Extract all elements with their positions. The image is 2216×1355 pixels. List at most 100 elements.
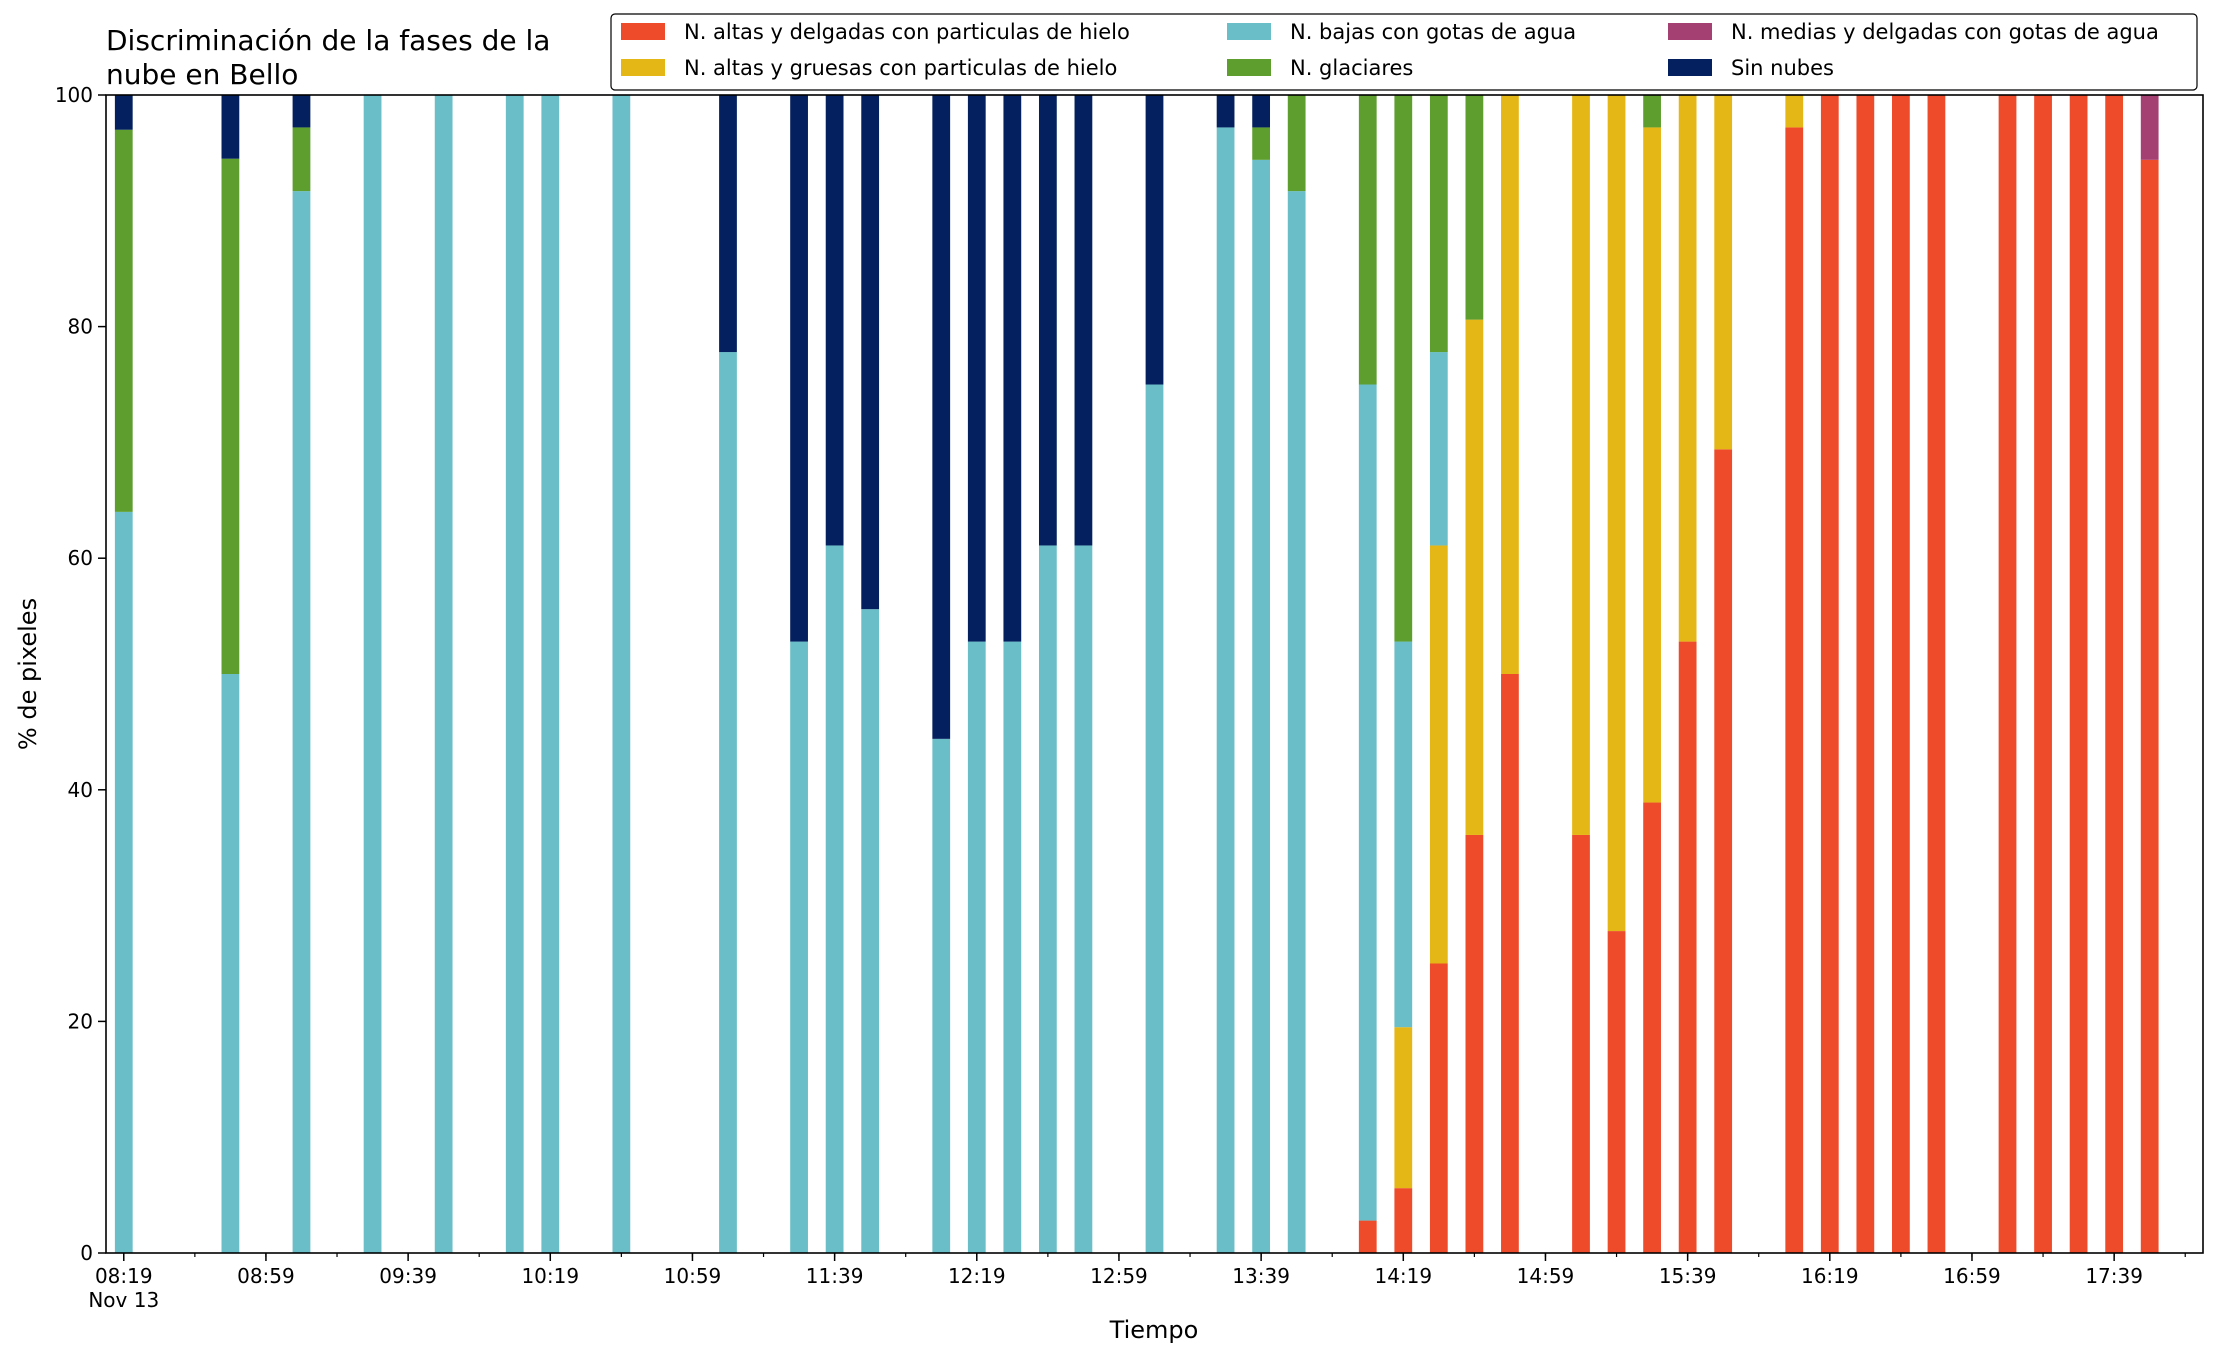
y-tick-label: 80: [68, 315, 93, 339]
bar-segment: [1358, 1220, 1377, 1253]
bar-segment: [1465, 834, 1484, 1253]
bar-segment: [1572, 95, 1590, 835]
bar-segment: [292, 127, 311, 192]
bar-segment: [967, 95, 986, 642]
x-tick-label: 13:39: [1232, 1264, 1290, 1288]
bar-segment: [1572, 834, 1590, 1253]
bar-segment: [221, 158, 240, 674]
bar-segment: [1287, 95, 1306, 192]
bar-segment: [505, 95, 524, 1253]
bar-segment: [790, 641, 808, 1253]
bar-segment: [825, 95, 844, 546]
x-tick-label: 14:59: [1517, 1264, 1575, 1288]
bar-segment: [1003, 641, 1022, 1253]
legend-swatch: [1227, 59, 1271, 76]
x-tick-label: 14:19: [1374, 1264, 1432, 1288]
legend-swatch: [621, 23, 665, 40]
bar-segment: [1678, 641, 1697, 1253]
bar-segment: [1998, 95, 2017, 1253]
bar-segment: [1074, 545, 1093, 1253]
legend-swatch: [1227, 23, 1271, 40]
legend-label: N. medias y delgadas con gotas de agua: [1731, 20, 2159, 44]
bar-segment: [1892, 95, 1910, 1253]
y-tick-label: 100: [55, 83, 93, 107]
legend-label: N. altas y gruesas con particulas de hie…: [684, 56, 1117, 80]
x-tick-label: 08:19: [95, 1264, 153, 1288]
bar-segment: [790, 95, 808, 642]
bar-segment: [1607, 95, 1626, 932]
bar-segment: [1714, 95, 1733, 450]
bar-segment: [1038, 95, 1057, 546]
bar-segment: [1820, 95, 1839, 1253]
bar-segment: [1216, 95, 1235, 128]
bar-segment: [114, 129, 133, 512]
bar-segment: [1287, 191, 1306, 1253]
bar-segment: [932, 738, 951, 1253]
x-tick-label: 16:19: [1801, 1264, 1859, 1288]
bar-segment: [363, 95, 382, 1253]
bar-segment: [1252, 159, 1271, 1253]
bar-segment: [1429, 963, 1448, 1253]
bar-segment: [1607, 931, 1626, 1253]
bar-segment: [2034, 95, 2052, 1253]
bar-segment: [2105, 95, 2124, 1253]
chart-title-line1: Discriminación de la fases de la: [106, 24, 550, 57]
bar-segment: [1003, 95, 1022, 642]
bar-segment: [1465, 319, 1484, 835]
bar-segment: [825, 545, 844, 1253]
bar-segment: [1501, 95, 1519, 674]
bar-segment: [434, 95, 453, 1253]
bar-segment: [612, 95, 631, 1253]
bar-segment: [1394, 641, 1413, 1028]
bar-segment: [1394, 1188, 1413, 1253]
chart-title-line2: nube en Bello: [106, 58, 298, 91]
legend: N. altas y delgadas con particulas de hi…: [610, 13, 2198, 91]
bar-segment: [1678, 95, 1697, 642]
bar-segment: [1038, 545, 1057, 1253]
legend-swatch: [621, 59, 665, 76]
bar-segment: [1145, 95, 1164, 385]
bar-segment: [1465, 95, 1484, 320]
bar-segment: [292, 95, 311, 128]
x-tick-label: 12:59: [1090, 1264, 1148, 1288]
x-tick-label: 09:39: [379, 1264, 437, 1288]
bar-segment: [1216, 127, 1235, 1254]
bar-segment: [1145, 384, 1164, 1253]
x-tick-label: 12:19: [948, 1264, 1006, 1288]
bar-segment: [1358, 95, 1377, 385]
x-tick-label: 08:59: [237, 1264, 295, 1288]
legend-label: N. altas y delgadas con particulas de hi…: [684, 20, 1130, 44]
bar-segment: [541, 95, 560, 1253]
y-tick-label: 60: [68, 546, 93, 570]
legend-box: [610, 13, 2198, 91]
bar-segment: [292, 191, 311, 1253]
bar-segment: [1501, 674, 1519, 1253]
bar-segment: [861, 95, 880, 610]
bar-segment: [2069, 95, 2088, 1253]
legend-swatch: [1668, 59, 1712, 76]
legend-label: Sin nubes: [1731, 56, 1834, 80]
legend-label: N. bajas con gotas de agua: [1290, 20, 1576, 44]
y-tick-label: 40: [68, 778, 93, 802]
bar-segment: [1429, 352, 1448, 546]
x-tick-label: 17:39: [2085, 1264, 2143, 1288]
bar-segment: [1358, 384, 1377, 1221]
bar-segment: [1429, 545, 1448, 964]
bar-segment: [114, 95, 133, 130]
bar-segment: [1643, 95, 1661, 128]
bar-segment: [719, 95, 737, 353]
bar-segment: [1785, 127, 1804, 1254]
x-tick-label: 16:59: [1943, 1264, 2001, 1288]
y-axis: 0 20 40 60 80 100: [55, 83, 106, 1265]
x-tick-label: 10:19: [521, 1264, 579, 1288]
bar-segment: [1252, 127, 1271, 160]
bar-segment: [1927, 95, 1946, 1253]
bar-segment: [967, 641, 986, 1253]
bar-segment: [1714, 449, 1733, 1253]
bars-layer: [114, 95, 2159, 1254]
bar-segment: [114, 511, 133, 1253]
bar-segment: [1074, 95, 1093, 546]
y-tick-label: 20: [68, 1009, 93, 1033]
